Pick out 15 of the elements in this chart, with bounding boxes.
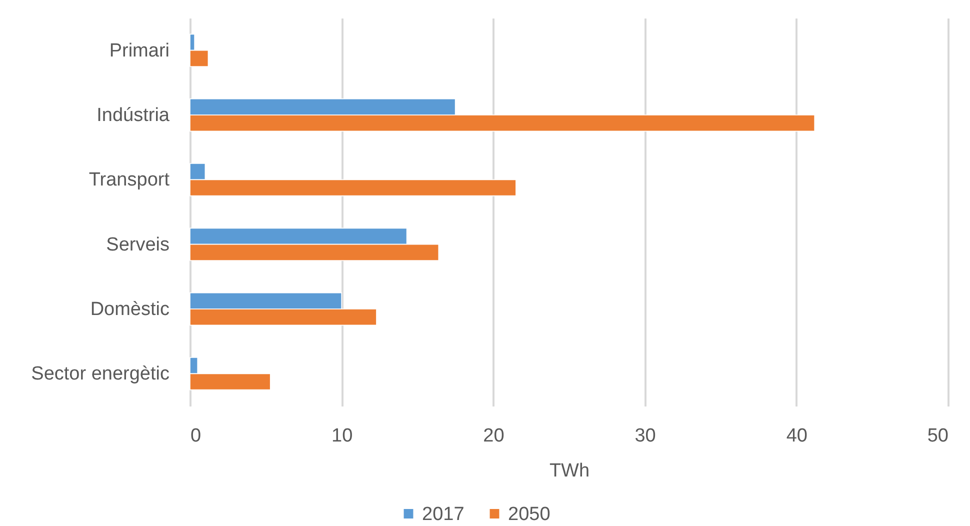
x-tick-label: 10 bbox=[332, 426, 353, 446]
x-tick-label: 20 bbox=[483, 426, 504, 446]
legend-label: 2050 bbox=[508, 504, 550, 525]
x-axis-title: TWh bbox=[549, 460, 590, 482]
x-tick-label: 40 bbox=[786, 426, 808, 446]
y-tick-label: Serveis bbox=[106, 234, 170, 256]
x-tick-label: 50 bbox=[927, 426, 948, 446]
x-tick-label: 0 bbox=[190, 426, 202, 446]
y-tick-label: Primari bbox=[109, 40, 170, 62]
y-tick-label: Indústria bbox=[96, 105, 170, 126]
y-tick-label: Sector energètic bbox=[31, 364, 170, 385]
x-tick-label: 30 bbox=[634, 426, 656, 446]
legend-label: 2017 bbox=[422, 504, 464, 525]
y-tick-label: Transport bbox=[88, 170, 170, 191]
y-tick-label: Domèstic bbox=[90, 299, 170, 320]
